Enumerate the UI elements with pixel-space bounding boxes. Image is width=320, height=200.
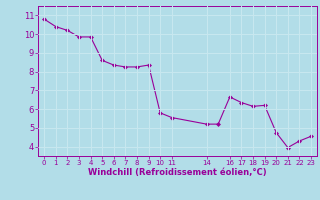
X-axis label: Windchill (Refroidissement éolien,°C): Windchill (Refroidissement éolien,°C) xyxy=(88,168,267,177)
